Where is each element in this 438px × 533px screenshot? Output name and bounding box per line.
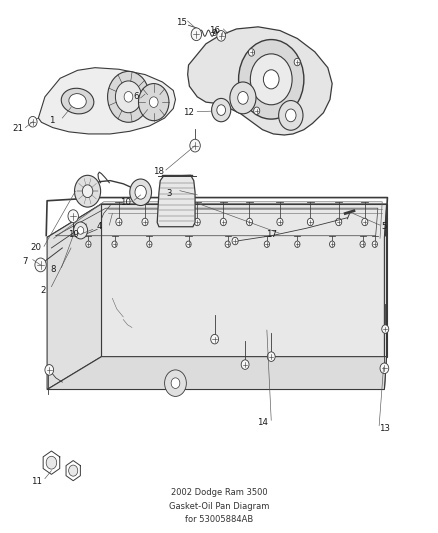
Circle shape: [74, 175, 101, 207]
Circle shape: [247, 218, 253, 225]
Circle shape: [277, 218, 283, 225]
Text: 4: 4: [96, 222, 102, 231]
Circle shape: [142, 218, 148, 225]
Circle shape: [254, 107, 260, 115]
Circle shape: [382, 325, 389, 333]
Circle shape: [190, 139, 200, 152]
Text: 7: 7: [23, 257, 28, 265]
Circle shape: [86, 241, 91, 247]
Circle shape: [230, 82, 256, 114]
Circle shape: [295, 241, 300, 247]
Text: 12: 12: [183, 108, 194, 117]
Circle shape: [171, 378, 180, 389]
Circle shape: [135, 185, 146, 199]
Circle shape: [212, 99, 231, 122]
Polygon shape: [102, 204, 387, 357]
Text: 3: 3: [166, 189, 172, 198]
Circle shape: [147, 241, 152, 247]
Circle shape: [241, 360, 249, 369]
Circle shape: [211, 334, 219, 344]
Circle shape: [294, 58, 300, 66]
Circle shape: [380, 363, 389, 374]
Text: 17: 17: [266, 230, 277, 239]
Text: 9: 9: [212, 29, 217, 38]
Circle shape: [130, 179, 152, 206]
Circle shape: [191, 28, 201, 41]
Circle shape: [372, 241, 378, 247]
Circle shape: [35, 258, 46, 272]
Ellipse shape: [61, 88, 94, 114]
Circle shape: [28, 116, 37, 127]
Text: 19: 19: [68, 230, 79, 239]
Text: 8: 8: [51, 265, 57, 273]
Circle shape: [112, 241, 117, 247]
Text: 10: 10: [120, 198, 131, 207]
Circle shape: [307, 218, 314, 225]
Circle shape: [124, 92, 133, 102]
Circle shape: [238, 92, 248, 104]
Circle shape: [264, 241, 269, 247]
Circle shape: [220, 218, 226, 225]
Text: 11: 11: [31, 477, 42, 486]
Circle shape: [108, 71, 149, 122]
Text: 2002 Dodge Ram 3500
Gasket-Oil Pan Diagram
for 53005884AB: 2002 Dodge Ram 3500 Gasket-Oil Pan Diagr…: [169, 488, 269, 524]
Text: 21: 21: [12, 124, 23, 133]
Circle shape: [46, 456, 57, 469]
Circle shape: [362, 218, 368, 225]
Circle shape: [239, 39, 304, 119]
Circle shape: [286, 109, 296, 122]
Polygon shape: [187, 27, 332, 135]
Text: 5: 5: [381, 222, 387, 231]
Circle shape: [232, 237, 238, 245]
Circle shape: [168, 218, 174, 225]
Circle shape: [69, 465, 78, 476]
Polygon shape: [47, 204, 387, 237]
Circle shape: [263, 70, 279, 89]
Circle shape: [165, 370, 186, 397]
Polygon shape: [385, 204, 387, 390]
Circle shape: [329, 241, 335, 247]
Text: 14: 14: [257, 418, 268, 427]
Polygon shape: [47, 204, 102, 390]
Polygon shape: [47, 357, 387, 390]
Circle shape: [217, 30, 226, 41]
Circle shape: [186, 241, 191, 247]
Polygon shape: [157, 175, 195, 227]
Circle shape: [194, 218, 200, 225]
Text: 6: 6: [134, 92, 139, 101]
Circle shape: [82, 185, 93, 198]
Circle shape: [267, 352, 275, 361]
Circle shape: [336, 218, 342, 225]
Circle shape: [149, 97, 158, 108]
Circle shape: [251, 54, 292, 105]
Circle shape: [116, 218, 122, 225]
Circle shape: [217, 105, 226, 115]
Circle shape: [248, 49, 254, 56]
Circle shape: [74, 222, 88, 239]
Text: 13: 13: [379, 424, 390, 433]
Text: 16: 16: [209, 26, 220, 35]
Circle shape: [45, 365, 53, 375]
Circle shape: [138, 84, 169, 120]
Text: 18: 18: [152, 166, 163, 175]
Text: 15: 15: [177, 18, 187, 27]
Circle shape: [78, 227, 84, 235]
Circle shape: [279, 101, 303, 130]
Polygon shape: [39, 68, 176, 134]
Circle shape: [116, 81, 141, 113]
Text: 1: 1: [49, 116, 54, 125]
Text: 2: 2: [40, 286, 46, 295]
Circle shape: [68, 210, 78, 222]
Text: 20: 20: [31, 244, 42, 253]
Circle shape: [360, 241, 365, 247]
Ellipse shape: [69, 94, 86, 109]
Circle shape: [225, 241, 230, 247]
